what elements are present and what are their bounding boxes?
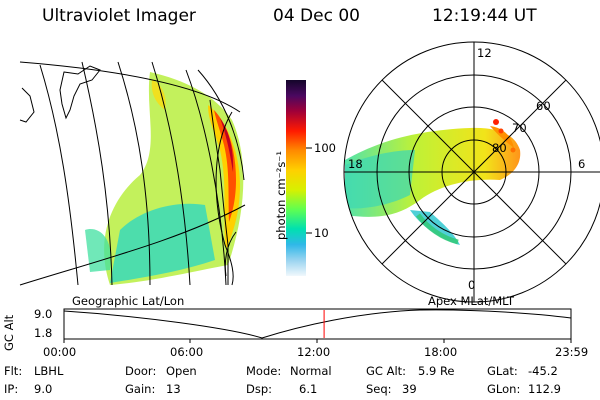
coastline [59,65,101,120]
lat-label-70: 70 [512,121,527,135]
gcalt-label: GC Alt: [366,364,407,378]
altitude-ylabel: GC Alt [2,314,16,351]
altitude-ytick-high: 9.0 [34,307,53,321]
glon-value: 112.9 [528,382,561,396]
colorbar-tick-10: 10 [314,226,329,240]
mode-value: Normal [290,364,332,378]
time-text: 12:19:44 UT [432,6,537,26]
xtick-2359: 23:59 [555,345,589,359]
colorbar-tick-100: 100 [314,141,336,155]
seq-value: 39 [402,382,417,396]
mlt-label-12: 12 [477,46,492,60]
gain-label: Gain: [125,382,156,396]
instrument-title: Ultraviolet Imager [42,6,196,26]
dsp-value: 6.1 [299,382,318,396]
door-value: Open [166,364,197,378]
altitude-curve [63,309,572,339]
lat-label-80: 80 [492,141,507,155]
xtick-1800: 18:00 [424,345,458,359]
date-text: 04 Dec 00 [273,6,360,26]
mlt-label-0: 0 [468,278,476,292]
flt-label: Flt: [4,364,23,378]
polar-plot [343,41,600,303]
dsp-label: Dsp: [246,382,273,396]
gcalt-value: 5.9 Re [418,364,455,378]
lat-label-60: 60 [536,99,551,113]
glat-value: -45.2 [528,364,558,378]
door-label: Door: [125,364,157,378]
altitude-ytick-low: 1.8 [34,326,53,340]
ip-label: IP: [4,382,19,396]
gain-value: 13 [166,382,181,396]
mlt-label-18: 18 [348,157,363,171]
mode-label: Mode: [246,364,282,378]
colorbar [286,80,312,276]
altitude-plot [63,308,572,343]
xtick-0600: 06:00 [170,345,204,359]
glon-label: GLon: [487,382,521,396]
xtick-1200: 12:00 [297,345,331,359]
ip-value: 9.0 [34,382,53,396]
xtick-0000: 00:00 [43,345,77,359]
mlt-label-6: 6 [578,157,586,171]
geographic-map [19,61,246,286]
seq-label: Seq: [366,382,392,396]
polar-caption: Apex MLat/MLT [428,294,515,308]
colorbar-label: photon cm⁻²s⁻¹ [274,151,288,240]
map-caption: Geographic Lat/Lon [72,294,185,308]
flt-value: LBHL [34,364,64,378]
glat-label: GLat: [487,364,518,378]
